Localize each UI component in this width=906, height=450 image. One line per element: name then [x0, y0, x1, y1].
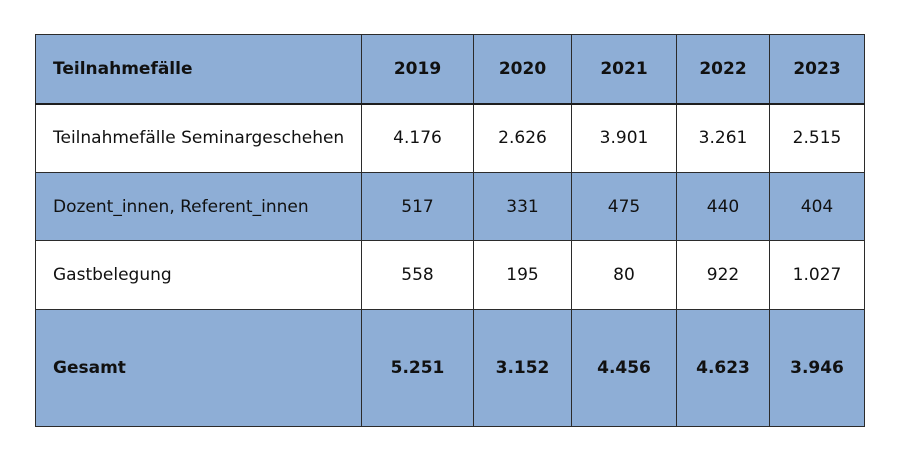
table-cell: 404: [769, 172, 865, 241]
total-label: Gesamt: [35, 309, 362, 427]
total-cell: 3.152: [473, 309, 572, 427]
table-total-row: Gesamt 5.251 3.152 4.456 4.623 3.946: [35, 309, 865, 427]
total-cell: 4.623: [676, 309, 770, 427]
table-cell: 475: [571, 172, 677, 241]
table-header-row: Teilnahmefälle 2019 2020 2021 2022 2023: [35, 34, 865, 105]
table-cell: 517: [361, 172, 474, 241]
header-year-2023: 2023: [769, 34, 865, 105]
total-cell: 4.456: [571, 309, 677, 427]
total-cell: 5.251: [361, 309, 474, 427]
table-cell: 4.176: [361, 103, 474, 173]
table-cell: 331: [473, 172, 572, 241]
table-cell: 2.515: [769, 103, 865, 173]
participation-table: Teilnahmefälle 2019 2020 2021 2022 2023 …: [35, 34, 865, 427]
table-cell: 3.261: [676, 103, 770, 173]
table-cell: 440: [676, 172, 770, 241]
table-cell: 1.027: [769, 240, 865, 310]
table-cell: 3.901: [571, 103, 677, 173]
table-row-seminar: Teilnahmefälle Seminargeschehen 4.176 2.…: [35, 103, 865, 173]
table-row-guests: Gastbelegung 558 195 80 922 1.027: [35, 240, 865, 310]
header-label-cell: Teilnahmefälle: [35, 34, 362, 105]
participation-table-container: Teilnahmefälle 2019 2020 2021 2022 2023 …: [35, 34, 865, 427]
header-year-2019: 2019: [361, 34, 474, 105]
table-row-lecturers: Dozent_innen, Referent_innen 517 331 475…: [35, 172, 865, 241]
table-cell: 2.626: [473, 103, 572, 173]
header-year-2021: 2021: [571, 34, 677, 105]
row-label: Teilnahmefälle Seminargeschehen: [35, 103, 362, 173]
header-year-2020: 2020: [473, 34, 572, 105]
row-label: Dozent_innen, Referent_innen: [35, 172, 362, 241]
header-year-2022: 2022: [676, 34, 770, 105]
table-cell: 195: [473, 240, 572, 310]
table-cell: 922: [676, 240, 770, 310]
table-cell: 80: [571, 240, 677, 310]
total-cell: 3.946: [769, 309, 865, 427]
table-cell: 558: [361, 240, 474, 310]
row-label: Gastbelegung: [35, 240, 362, 310]
